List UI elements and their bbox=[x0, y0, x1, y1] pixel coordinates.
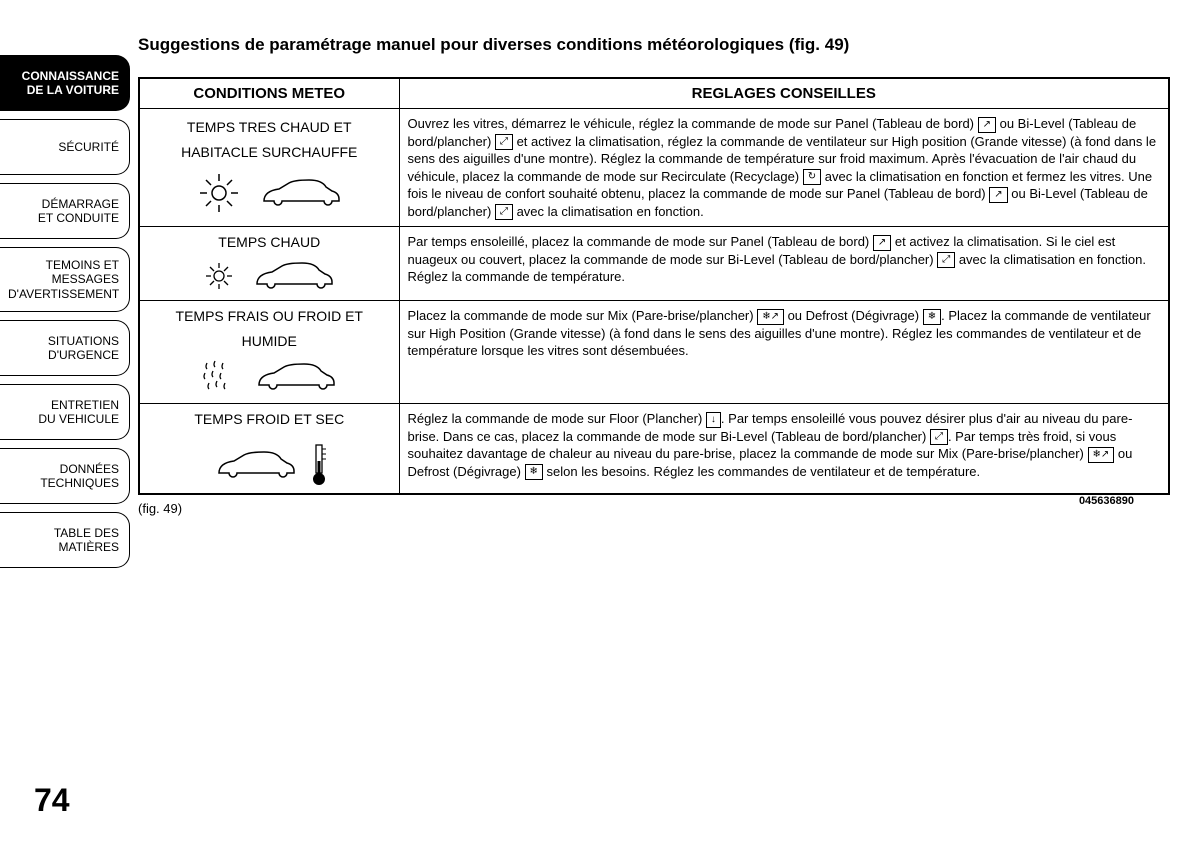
page-title: Suggestions de paramétrage manuel pour d… bbox=[138, 35, 1170, 55]
cond-label: TEMPS CHAUD bbox=[148, 233, 391, 252]
tab-urgence[interactable]: SITUATIONS D'URGENCE bbox=[0, 320, 130, 376]
instruction-cell: Ouvrez les vitres, démarrez le véhicule,… bbox=[399, 109, 1169, 227]
cond-label: HUMIDE bbox=[148, 332, 391, 351]
mix-icon: ❄↗ bbox=[757, 309, 784, 325]
cond-label: TEMPS FRAIS OU FROID ET bbox=[148, 307, 391, 326]
cond-label: HABITACLE SURCHAUFFE bbox=[148, 143, 391, 162]
tab-label: SITUATIONS bbox=[8, 334, 119, 348]
table-row: TEMPS CHAUD Par temps ensoleillé, placez… bbox=[139, 227, 1169, 301]
tab-label: ENTRETIEN bbox=[8, 398, 119, 412]
page-number: 74 bbox=[34, 782, 70, 819]
car-icon bbox=[249, 359, 339, 395]
th-conditions: CONDITIONS METEO bbox=[139, 78, 399, 109]
sidebar-tabs: CONNAISSANCE DE LA VOITURE SÉCURITÉ DÉMA… bbox=[0, 55, 130, 568]
tab-securite[interactable]: SÉCURITÉ bbox=[0, 119, 130, 175]
tab-label: DÉMARRAGE bbox=[8, 197, 119, 211]
tab-temoins[interactable]: TEMOINS ET MESSAGES D'AVERTISSEMENT bbox=[0, 247, 130, 312]
table-row: TEMPS TRES CHAUD ET HABITACLE SURCHAUFFE… bbox=[139, 109, 1169, 227]
tab-label: ET CONDUITE bbox=[8, 211, 119, 225]
figure-caption: (fig. 49) bbox=[138, 501, 1170, 516]
tab-label: D'AVERTISSEMENT bbox=[8, 287, 119, 301]
car-icon bbox=[247, 258, 337, 294]
panel-icon: ↗ bbox=[989, 187, 1007, 203]
bilevel-icon: ⤢ bbox=[937, 252, 955, 268]
table-row: TEMPS FRAIS OU FROID ET HUMIDE Placez la… bbox=[139, 301, 1169, 404]
sun-small-icon bbox=[201, 258, 237, 294]
panel-icon: ↗ bbox=[978, 117, 996, 133]
floor-icon: ↓ bbox=[706, 412, 721, 428]
tab-label: MATIÈRES bbox=[8, 540, 119, 554]
tab-label: MESSAGES bbox=[8, 272, 119, 286]
tab-entretien[interactable]: ENTRETIEN DU VEHICULE bbox=[0, 384, 130, 440]
cond-label: TEMPS FROID ET SEC bbox=[148, 410, 391, 429]
panel-icon: ↗ bbox=[873, 235, 891, 251]
figure-number: 045636890 bbox=[1079, 495, 1134, 507]
sun-icon bbox=[194, 168, 244, 218]
tab-label: DE LA VOITURE bbox=[8, 83, 119, 97]
bilevel-icon: ⤢ bbox=[495, 134, 513, 150]
cond-label: TEMPS TRES CHAUD ET bbox=[148, 118, 391, 137]
tab-label: DONNÉES bbox=[8, 462, 119, 476]
settings-table: CONDITIONS METEO REGLAGES CONSEILLES TEM… bbox=[138, 77, 1170, 495]
tab-label: D'URGENCE bbox=[8, 348, 119, 362]
car-icon bbox=[254, 173, 344, 213]
tab-table-matieres[interactable]: TABLE DES MATIÈRES bbox=[0, 512, 130, 568]
tab-donnees[interactable]: DONNÉES TECHNIQUES bbox=[0, 448, 130, 504]
table-row: TEMPS FROID ET SEC Réglez la commande de… bbox=[139, 404, 1169, 494]
recirc-icon: ↻ bbox=[803, 169, 821, 185]
defrost-icon: ❄ bbox=[525, 464, 543, 480]
tab-label: DU VEHICULE bbox=[8, 412, 119, 426]
bilevel-icon: ⤢ bbox=[495, 204, 513, 220]
mix-icon: ❄↗ bbox=[1088, 447, 1115, 463]
tab-label: TECHNIQUES bbox=[8, 476, 119, 490]
instruction-cell: Réglez la commande de mode sur Floor (Pl… bbox=[399, 404, 1169, 494]
tab-connaissance[interactable]: CONNAISSANCE DE LA VOITURE bbox=[0, 55, 130, 111]
tab-label: TEMOINS ET bbox=[8, 258, 119, 272]
defrost-icon: ❄ bbox=[923, 309, 941, 325]
tab-label: CONNAISSANCE bbox=[8, 69, 119, 83]
instruction-cell: Placez la commande de mode sur Mix (Pare… bbox=[399, 301, 1169, 404]
instruction-cell: Par temps ensoleillé, placez la commande… bbox=[399, 227, 1169, 301]
rain-icon bbox=[199, 357, 239, 397]
car-icon bbox=[209, 445, 299, 485]
thermometer-icon bbox=[309, 443, 329, 487]
tab-demarrage[interactable]: DÉMARRAGE ET CONDUITE bbox=[0, 183, 130, 239]
main-content: Suggestions de paramétrage manuel pour d… bbox=[138, 35, 1170, 516]
th-reglages: REGLAGES CONSEILLES bbox=[399, 78, 1169, 109]
bilevel-icon: ⤢ bbox=[930, 429, 948, 445]
tab-label: TABLE DES bbox=[8, 526, 119, 540]
tab-label: SÉCURITÉ bbox=[8, 140, 119, 154]
